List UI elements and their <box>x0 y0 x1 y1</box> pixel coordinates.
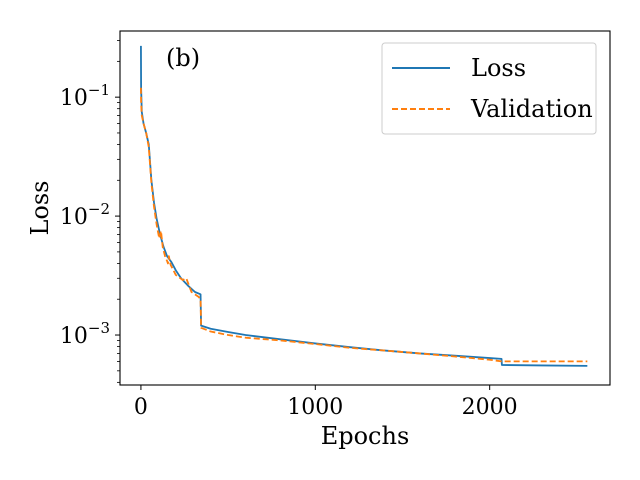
legend: Loss Validation <box>381 42 597 135</box>
x-tick-label: 2000 <box>462 395 518 420</box>
x-axis-label: Epochs <box>321 422 410 450</box>
x-tick-label: 0 <box>134 395 148 420</box>
x-tick-label: 1000 <box>287 395 343 420</box>
y-axis-label: Loss <box>26 180 54 235</box>
legend-label-loss: Loss <box>471 54 526 82</box>
series-line-validation <box>140 87 588 363</box>
legend-box <box>381 42 597 135</box>
plot-frame <box>119 30 611 386</box>
panel-label: (b) <box>166 44 200 72</box>
y-tick-label: 10−3 <box>60 319 110 349</box>
legend-label-validation: Validation <box>470 95 593 123</box>
axis-ticks: 0 1000 2000 10−1 10−2 10−3 <box>60 40 518 420</box>
y-tick-label: 10−1 <box>60 81 110 111</box>
series-layer <box>140 45 588 367</box>
y-tick-label: 10−2 <box>60 200 110 230</box>
